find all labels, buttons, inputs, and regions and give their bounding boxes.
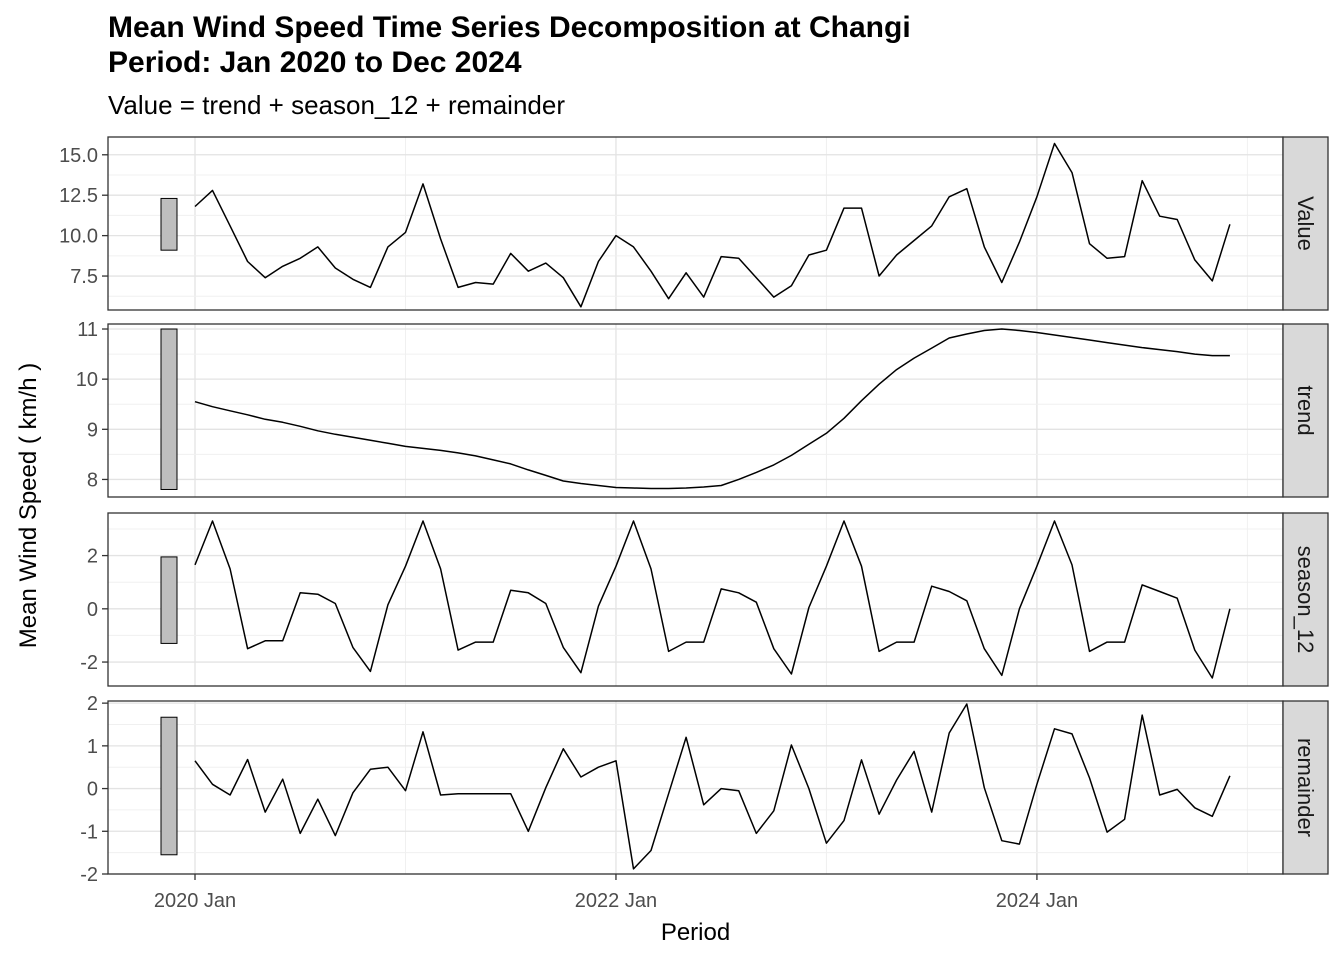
- y-tick-label: 1: [87, 736, 98, 758]
- y-tick-label: 9: [87, 419, 98, 441]
- y-tick-label: -1: [80, 821, 98, 843]
- facet-label-Value: Value: [1293, 196, 1318, 251]
- panel-background: [108, 701, 1283, 874]
- y-tick-label: 7.5: [70, 266, 98, 288]
- y-axis-title: Mean Wind Speed ( km/h ): [15, 363, 42, 648]
- y-tick-label: 11: [77, 319, 98, 341]
- facet-strip: [1282, 512, 1329, 687]
- facet-label-trend: trend: [1293, 385, 1318, 435]
- y-tick-label: 8: [87, 469, 98, 491]
- y-tick-label: 12.5: [59, 185, 98, 207]
- series-line-Value: [194, 142, 1231, 308]
- series-line-remainder: [194, 703, 1231, 870]
- y-tick-label: 10: [76, 369, 98, 391]
- facet-strip: [1282, 700, 1329, 875]
- title-line-2: Period: Jan 2020 to Dec 2024: [108, 46, 522, 79]
- y-tick-label: -2: [80, 864, 98, 886]
- y-tick-label: 15.0: [59, 145, 98, 167]
- series-line-season_12: [194, 520, 1231, 679]
- y-tick-label: -2: [80, 652, 98, 674]
- title-line-1: Mean Wind Speed Time Series Decompositio…: [108, 11, 911, 44]
- facet-strip: [1282, 136, 1329, 311]
- scale-bar: [160, 716, 178, 856]
- panel-background: [108, 137, 1283, 310]
- y-tick-label: 2: [87, 693, 98, 715]
- scale-bar: [160, 328, 178, 490]
- chart-title: Mean Wind Speed Time Series Decompositio…: [108, 10, 911, 80]
- y-tick-label: 0: [87, 779, 98, 801]
- x-tick-label: 2022 Jan: [575, 890, 657, 912]
- facet-label-remainder: remainder: [1293, 738, 1318, 837]
- series-line-trend: [194, 328, 1230, 490]
- facet-strip: [1282, 323, 1329, 498]
- chart-subtitle: Value = trend + season_12 + remainder: [108, 90, 565, 120]
- panel-background: [108, 513, 1283, 686]
- scale-bar: [160, 556, 178, 644]
- scale-bar: [160, 197, 178, 251]
- facet-label-season_12: season_12: [1293, 546, 1318, 654]
- y-tick-label: 2: [87, 546, 98, 568]
- x-axis-title: Period: [661, 919, 730, 946]
- y-tick-label: 0: [87, 599, 98, 621]
- x-tick-label: 2024 Jan: [996, 890, 1078, 912]
- panel-background: [108, 324, 1283, 497]
- y-tick-label: 10.0: [59, 226, 98, 248]
- x-tick-label: 2020 Jan: [154, 890, 236, 912]
